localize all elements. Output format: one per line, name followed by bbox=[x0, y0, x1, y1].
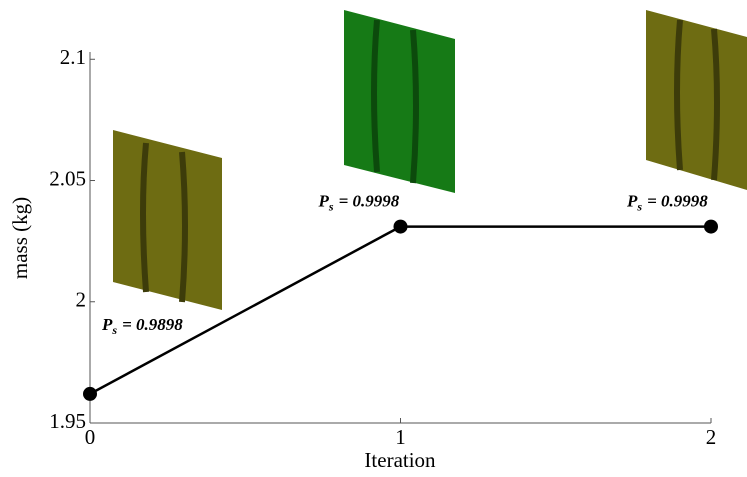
panel-shape bbox=[646, 10, 747, 190]
panel-stripe bbox=[143, 143, 146, 292]
page: Iteration mass (kg) 1.9522.052.1012Ps= 0… bbox=[0, 0, 747, 477]
panels bbox=[113, 10, 747, 310]
x-tick-label: 0 bbox=[85, 425, 96, 449]
panel bbox=[113, 130, 222, 310]
panel-shape bbox=[344, 10, 455, 193]
panel-stripe bbox=[182, 152, 185, 302]
annotation-symbol: P bbox=[101, 315, 113, 334]
point bbox=[704, 220, 718, 234]
point bbox=[83, 387, 97, 401]
y-tick-label: 2 bbox=[76, 288, 87, 312]
panel bbox=[646, 10, 747, 190]
annotation-subscript: s bbox=[636, 199, 642, 213]
panel-stripe bbox=[677, 20, 680, 170]
x-tick-label: 2 bbox=[706, 425, 717, 449]
panel-stripe bbox=[714, 29, 717, 180]
annotation: Ps = 0.9898 bbox=[101, 315, 183, 337]
annotation-text: = 0.9998 bbox=[339, 191, 400, 210]
x-axis-label: Iteration bbox=[364, 448, 436, 472]
annotation-text: = 0.9998 bbox=[647, 191, 708, 210]
point bbox=[394, 220, 408, 234]
annotation-symbol: P bbox=[318, 191, 330, 210]
annotation-subscript: s bbox=[328, 199, 334, 213]
annotation-subscript: s bbox=[111, 323, 117, 337]
y-tick-label: 2.1 bbox=[60, 45, 86, 69]
panel-shape bbox=[113, 130, 222, 310]
chart: Iteration mass (kg) 1.9522.052.1012Ps= 0… bbox=[0, 0, 747, 477]
panel-stripe bbox=[374, 20, 377, 172]
annotation: Ps = 0.9998 bbox=[626, 191, 708, 213]
panel bbox=[344, 10, 455, 193]
y-axis-label: mass (kg) bbox=[8, 197, 32, 279]
y-tick-label: 2.05 bbox=[49, 166, 86, 190]
x-tick-label: 1 bbox=[395, 425, 406, 449]
annotation-symbol: P bbox=[626, 191, 638, 210]
y-tick-label: 1.95 bbox=[49, 409, 86, 433]
panel-stripe bbox=[413, 30, 416, 183]
annotation-text: = 0.9898 bbox=[122, 315, 183, 334]
annotation: Ps = 0.9998 bbox=[318, 191, 400, 213]
